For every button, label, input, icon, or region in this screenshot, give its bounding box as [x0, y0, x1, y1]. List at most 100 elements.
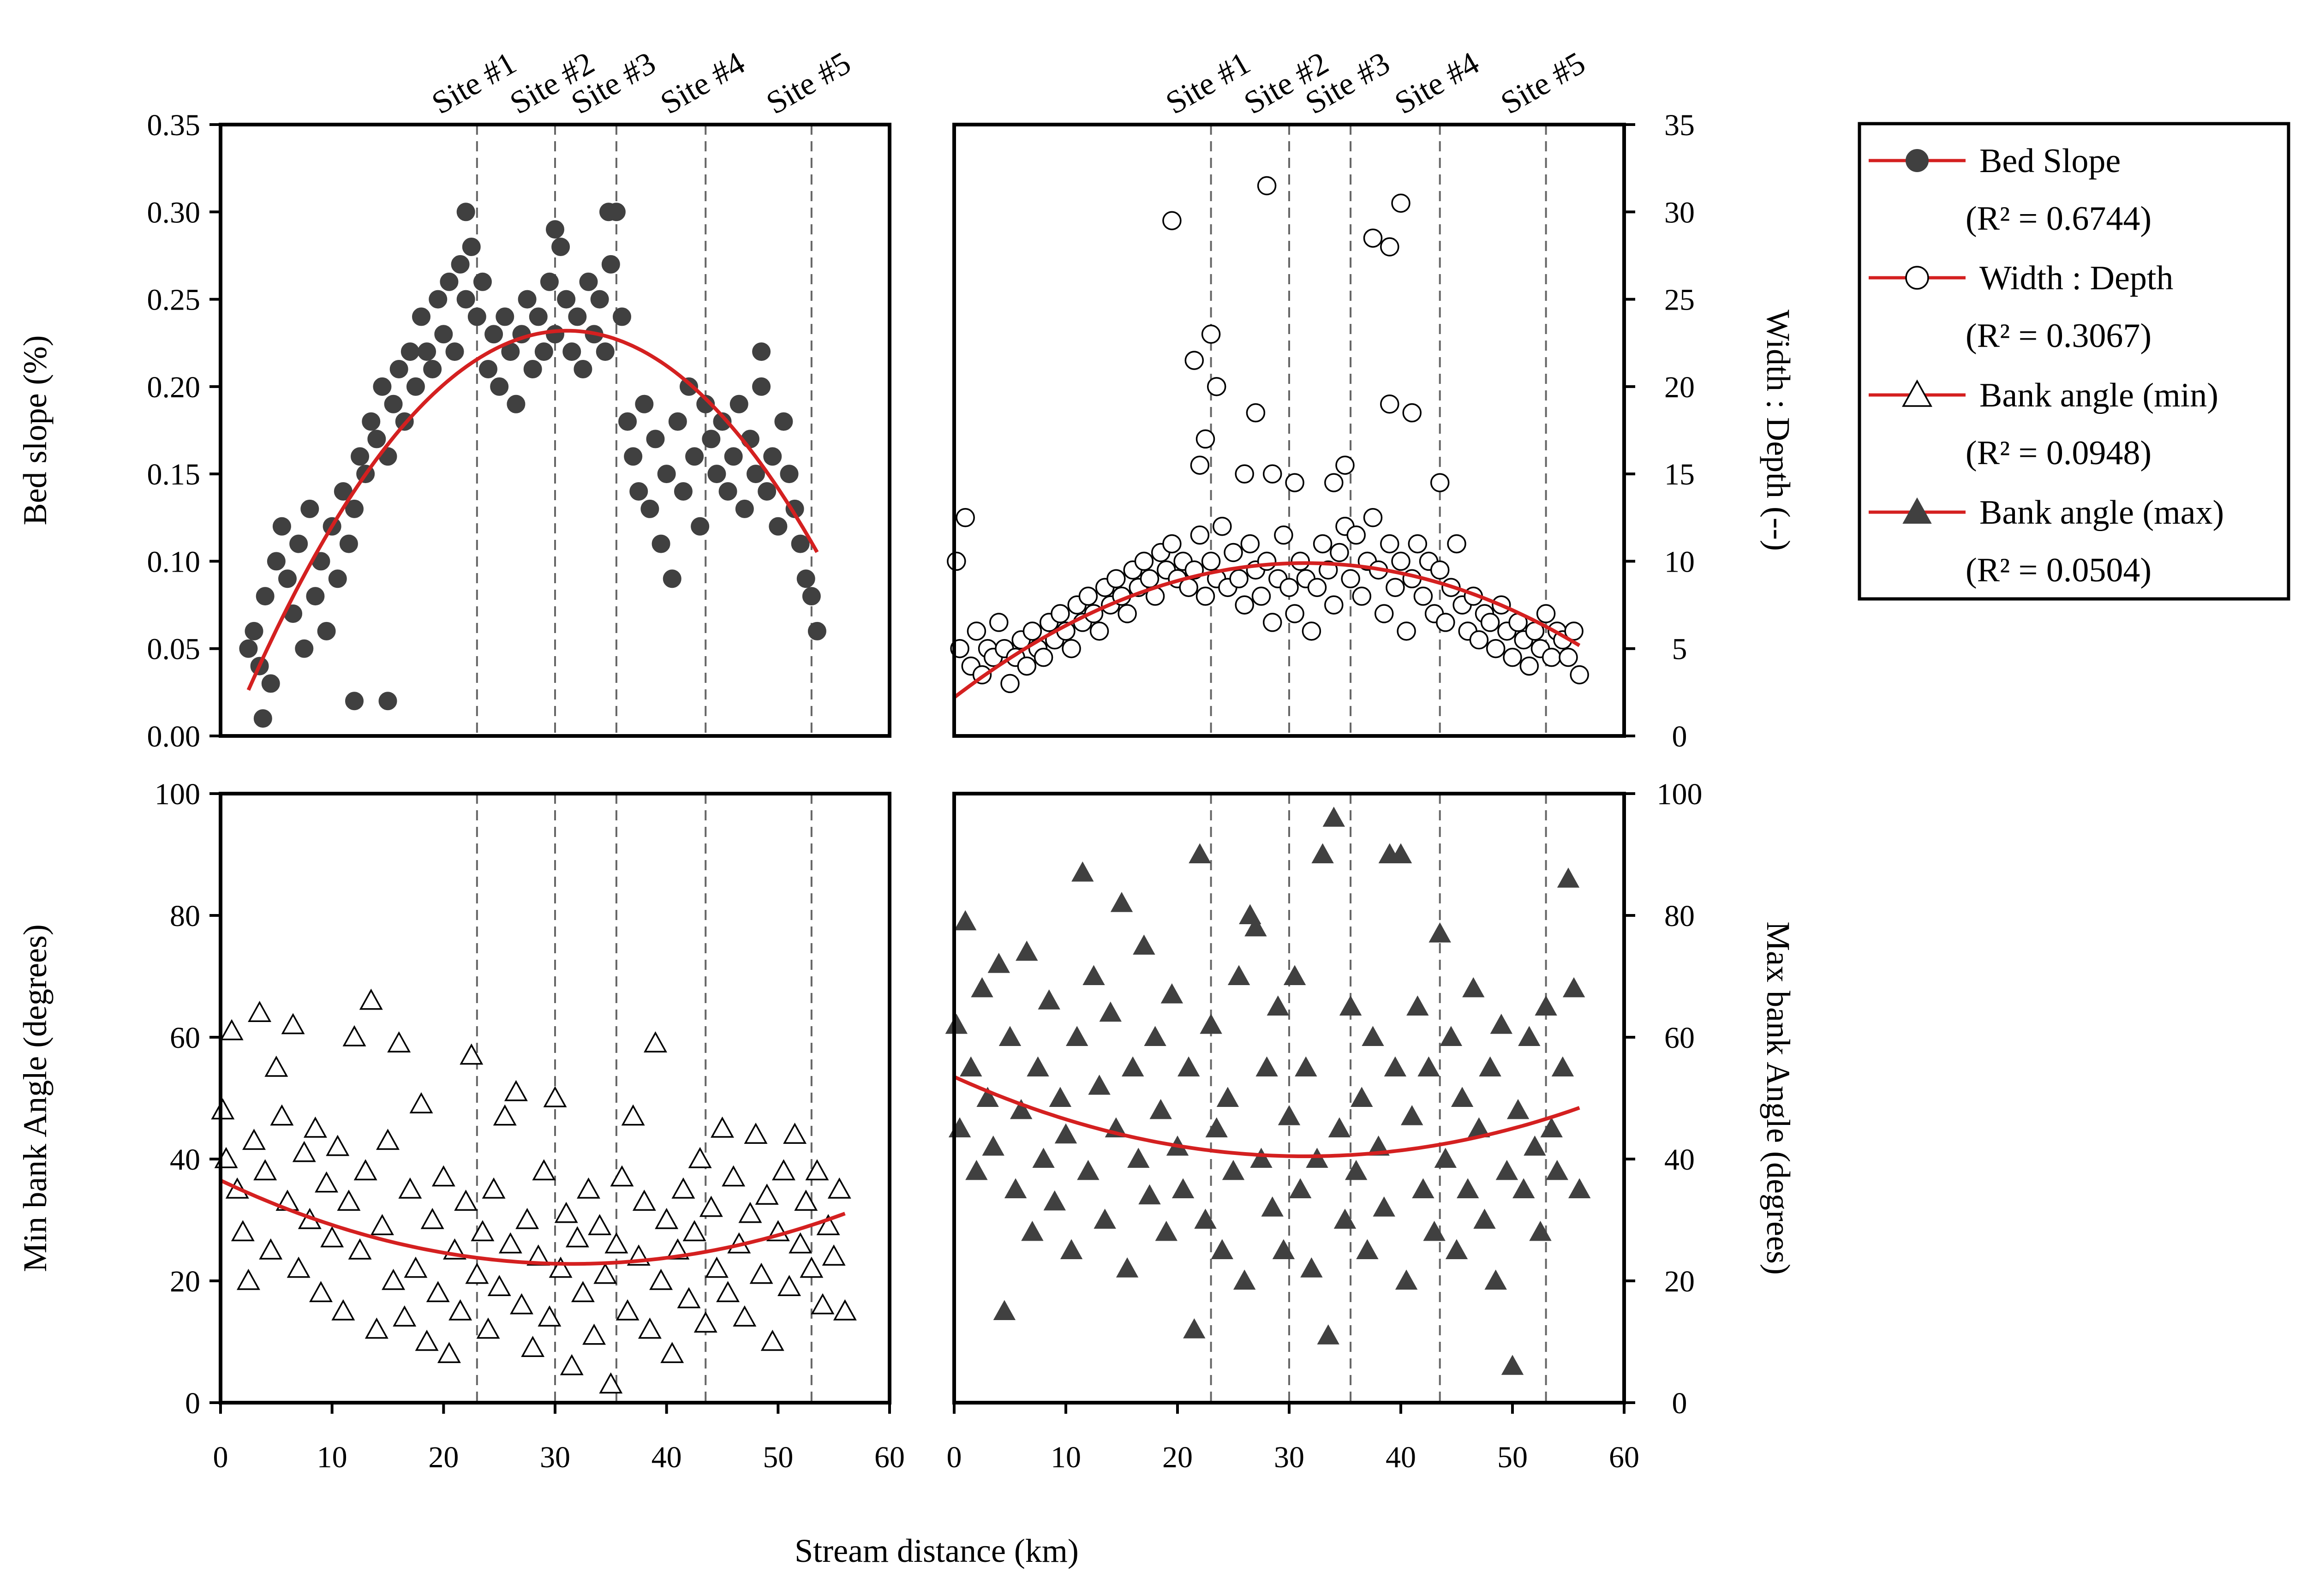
trend-line [220, 1178, 846, 1266]
data-point [1274, 525, 1293, 545]
data-point [409, 1092, 433, 1113]
data-point [722, 1165, 746, 1187]
data-point [1457, 1178, 1479, 1198]
data-point [295, 639, 314, 658]
data-point [560, 1354, 584, 1375]
data-point [596, 342, 615, 361]
data-point [378, 692, 397, 711]
data-point [989, 613, 1009, 632]
data-point [802, 587, 821, 606]
legend-r2: (R² = 0.0504) [1966, 551, 2152, 589]
data-point [507, 395, 526, 413]
data-point [1542, 647, 1561, 667]
data-point [971, 977, 993, 998]
data-point [1356, 1239, 1379, 1259]
data-point [644, 1031, 667, 1052]
site-label-1: Site #1 [426, 45, 522, 121]
site-label-4: Site #4 [1389, 45, 1485, 121]
data-point [752, 377, 771, 396]
data-point [231, 1220, 255, 1242]
data-point [1043, 1190, 1066, 1211]
data-point [1423, 1220, 1446, 1241]
data-point [351, 447, 370, 466]
data-point [1162, 534, 1182, 554]
data-points [239, 203, 826, 728]
data-point [532, 1159, 556, 1181]
y-tick-label: 20 [170, 1265, 200, 1298]
panel-min-bank-angle: 0 20 40 60 80 100 Min bank Angle (degrees) 0 10 2… [17, 777, 905, 1474]
data-point [557, 290, 576, 309]
data-point [253, 1159, 277, 1181]
data-point [1434, 1148, 1457, 1168]
data-point [337, 1190, 361, 1211]
data-point [807, 622, 826, 640]
data-point [965, 1160, 988, 1180]
data-point [1021, 1220, 1044, 1241]
data-point [796, 569, 815, 588]
data-point [1363, 508, 1383, 527]
data-point [1201, 551, 1221, 571]
data-point [462, 238, 481, 256]
legend-label: Bank angle (min) [1979, 377, 2218, 414]
data-point [1341, 569, 1360, 589]
data-point [763, 447, 782, 466]
x-tick-label: 60 [874, 1441, 905, 1474]
data-point [1279, 578, 1299, 597]
data-point [691, 517, 710, 536]
y-tick-label: 60 [1664, 1021, 1695, 1055]
data-point [473, 272, 492, 291]
data-point [777, 1275, 801, 1296]
data-point [1201, 324, 1221, 344]
data-point [1570, 665, 1589, 685]
data-point [655, 1207, 679, 1229]
data-point [345, 692, 364, 711]
data-point [1307, 578, 1327, 597]
data-point [651, 534, 670, 553]
data-point [716, 1281, 740, 1303]
data-point [1380, 534, 1399, 554]
data-point [610, 1165, 634, 1187]
data-point [724, 447, 743, 466]
data-point [638, 1317, 662, 1339]
data-point [833, 1299, 857, 1321]
data-point [1222, 1160, 1245, 1180]
data-point [789, 1232, 813, 1254]
data-point [1317, 1324, 1339, 1345]
data-point [1051, 604, 1070, 623]
data-point [1546, 1160, 1568, 1180]
data-point [400, 342, 419, 361]
data-point [1127, 1148, 1150, 1168]
data-point [1246, 403, 1266, 423]
data-point [320, 1226, 344, 1248]
x-tick-label: 0 [947, 1441, 962, 1474]
data-point [245, 622, 263, 640]
data-point [454, 1190, 478, 1211]
data-point [267, 552, 286, 571]
data-point [588, 1214, 612, 1235]
data-point [521, 1336, 545, 1357]
data-point [1171, 1178, 1195, 1198]
data-point [1211, 1239, 1233, 1259]
data-point [1551, 1056, 1574, 1076]
data-point [1278, 1105, 1301, 1125]
data-point [415, 1329, 439, 1351]
data-point [1462, 977, 1485, 998]
data-point [1289, 1178, 1312, 1198]
y-tick-label: 20 [1664, 371, 1695, 404]
data-point [1140, 569, 1159, 589]
data-point [1324, 473, 1344, 492]
data-point [1000, 674, 1020, 693]
data-point [1250, 1148, 1273, 1168]
data-point [747, 465, 765, 484]
data-point [253, 709, 272, 728]
data-point [1160, 983, 1183, 1004]
data-point [1189, 843, 1211, 863]
data-point [604, 1232, 628, 1254]
data-point [434, 325, 453, 344]
data-point [1216, 1087, 1239, 1107]
data-point [696, 395, 715, 413]
data-point [680, 377, 698, 396]
legend-marker [1906, 149, 1929, 172]
y-tick-label: 30 [1664, 196, 1695, 229]
data-point [1295, 1056, 1317, 1076]
